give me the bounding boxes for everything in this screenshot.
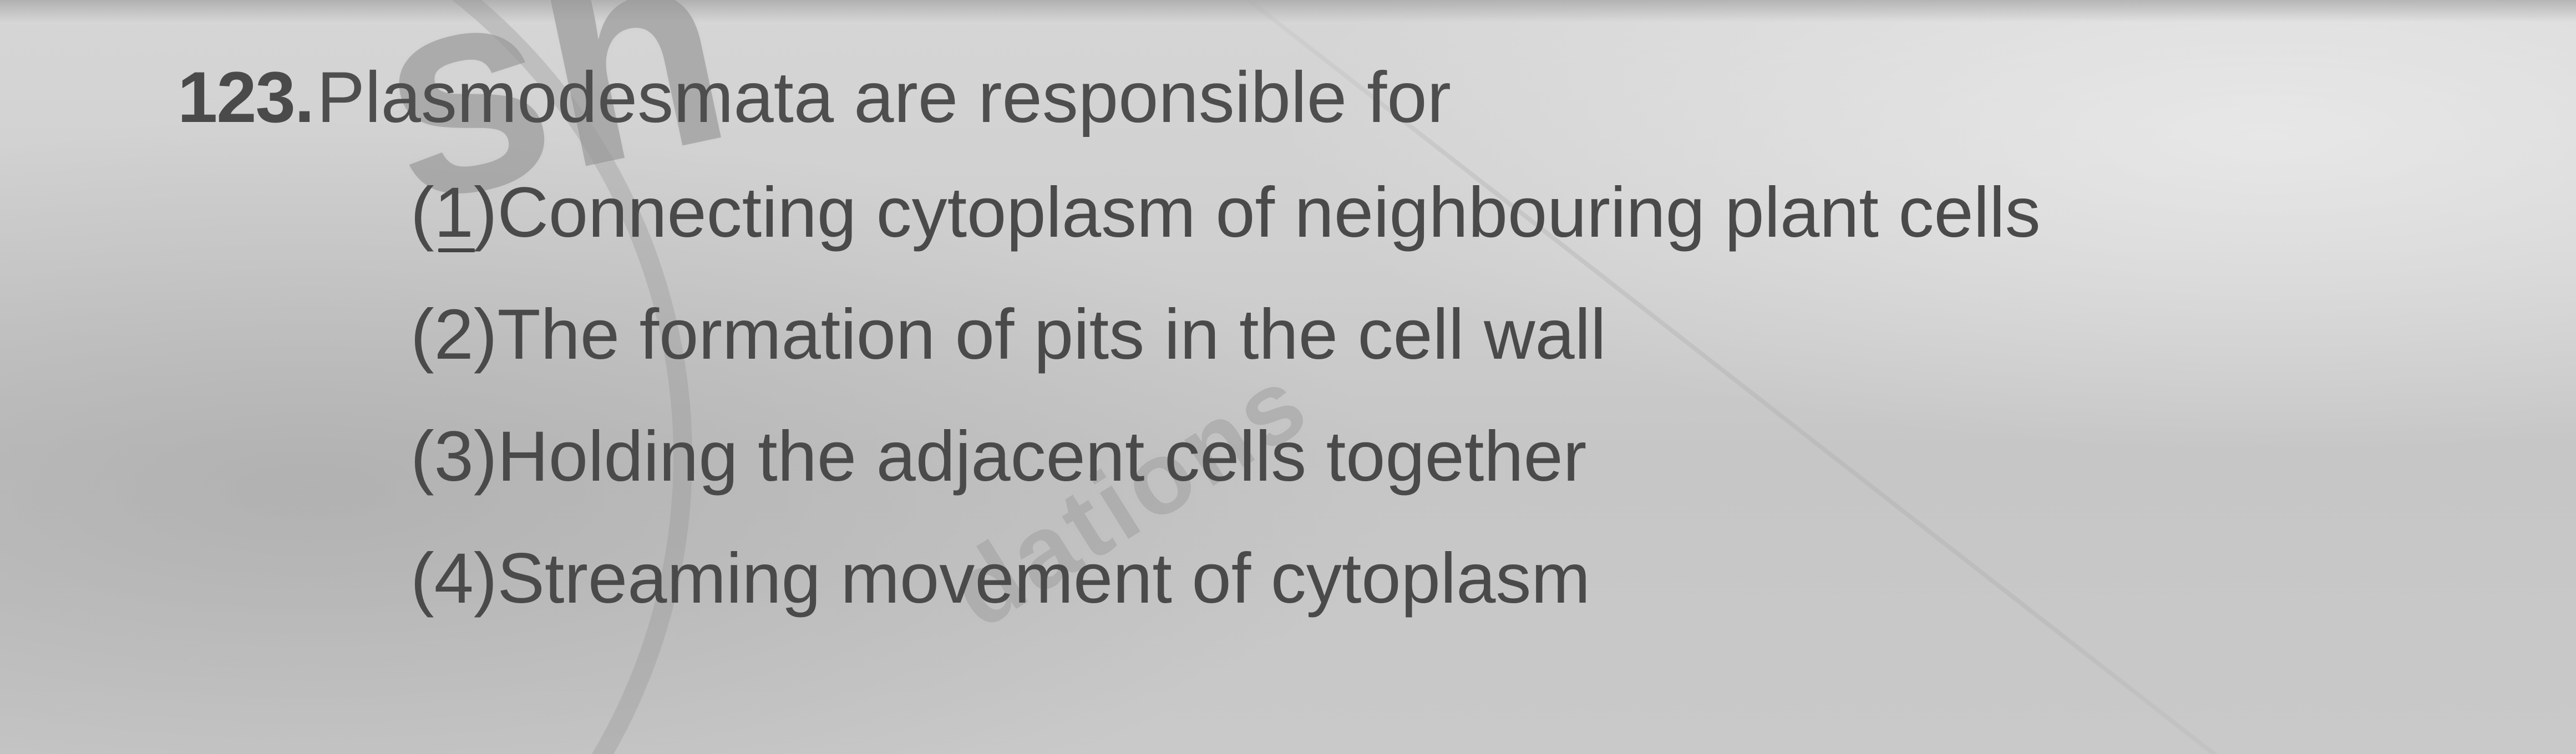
option-number: (1) [410,177,497,248]
option-text: Streaming movement of cytoplasm [497,539,1590,618]
question-number: 123. [178,55,313,139]
question-block: 123. Plasmodesmata are responsible for (… [178,55,2498,614]
option-text: The formation of pits in the cell wall [497,295,1606,374]
option-1: (1) Connecting cytoplasm of neighbouring… [410,177,2498,248]
option-number: (2) [410,299,497,370]
option-2: (2) The formation of pits in the cell wa… [410,299,2498,370]
option-underline [438,248,475,252]
options-list: (1) Connecting cytoplasm of neighbouring… [410,177,2498,614]
option-3: (3) Holding the adjacent cells together [410,421,2498,492]
option-4: (4) Streaming movement of cytoplasm [410,543,2498,614]
question-stem: Plasmodesmata are responsible for [317,55,1451,139]
option-text: Connecting cytoplasm of neighbouring pla… [497,173,2040,252]
option-text: Holding the adjacent cells together [497,417,1586,496]
option-number: (4) [410,543,497,614]
option-number: (3) [410,421,497,492]
question-stem-row: 123. Plasmodesmata are responsible for [178,55,2498,139]
